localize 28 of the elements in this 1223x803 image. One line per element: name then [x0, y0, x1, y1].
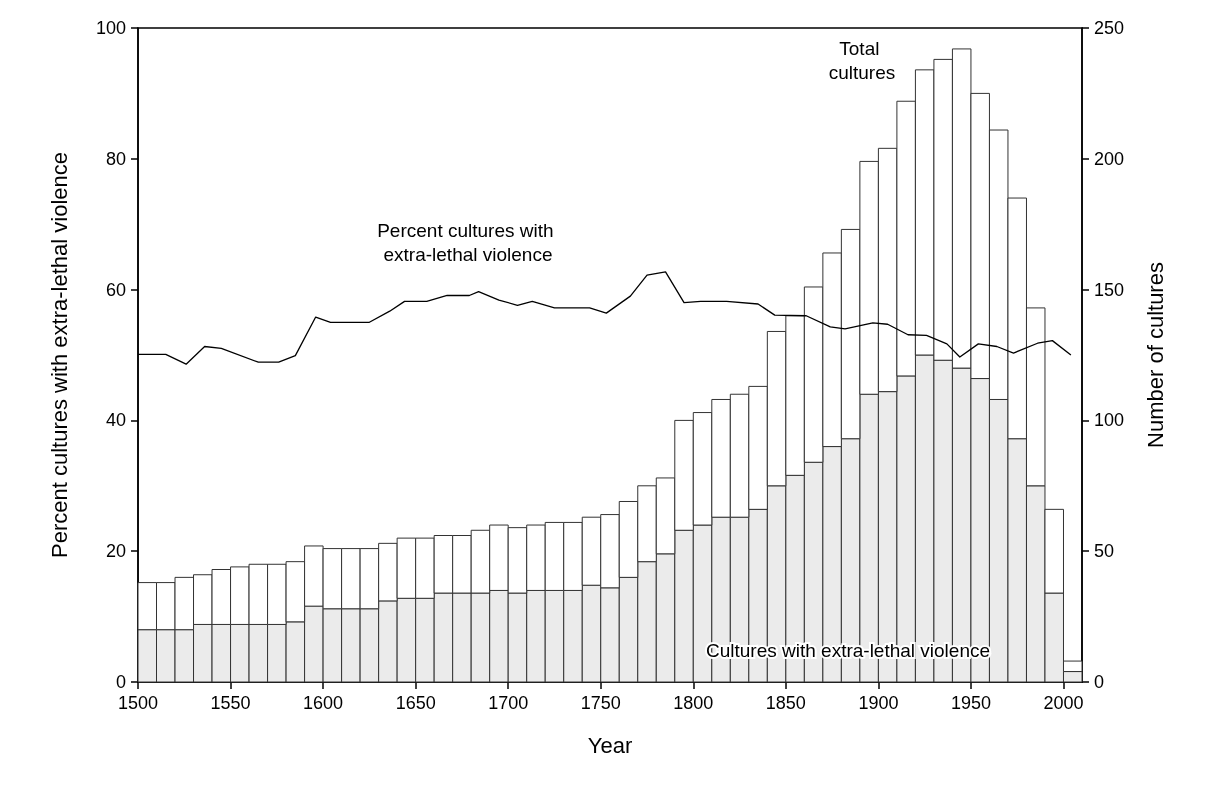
x-tick-label: 1650	[395, 693, 436, 713]
x-tick-label: 1750	[580, 693, 621, 713]
x-tick-label: 2000	[1043, 693, 1084, 713]
x-axis-title: Year	[587, 732, 633, 758]
x-tick-label: 1550	[210, 693, 251, 713]
y-tick-label: 20	[105, 541, 126, 562]
y-axis-title: Percent cultures with extra-lethal violence	[46, 152, 72, 558]
x-tick-label: 1700	[488, 693, 529, 713]
x-tick-label: 1900	[858, 693, 899, 713]
y2-tick-label: 50	[1094, 541, 1115, 562]
x-tick-label: 1500	[117, 693, 159, 713]
y-tick-label: 60	[105, 279, 126, 300]
series-label: Total cultures	[828, 37, 896, 83]
y-tick-label: 100	[95, 18, 126, 38]
y2-tick-label: 0	[1094, 672, 1105, 692]
x-tick-label: 1800	[673, 693, 714, 713]
y-tick-label: 40	[105, 410, 126, 431]
y2-tick-label: 250	[1094, 18, 1125, 38]
y2-axis-title: Number of cultures	[1142, 262, 1168, 448]
y2-tick-label: 200	[1094, 148, 1125, 169]
x-tick-label: 1600	[303, 693, 344, 713]
y2-tick-label: 100	[1094, 410, 1125, 431]
y2-tick-label: 150	[1094, 279, 1125, 300]
y-tick-label: 80	[105, 148, 126, 169]
text: Percent cultures with extra-lethal violence	[377, 219, 559, 265]
x-tick-label: 1850	[765, 693, 806, 713]
y-tick-label: 0	[115, 672, 126, 692]
x-tick-label: 1950	[950, 693, 991, 713]
